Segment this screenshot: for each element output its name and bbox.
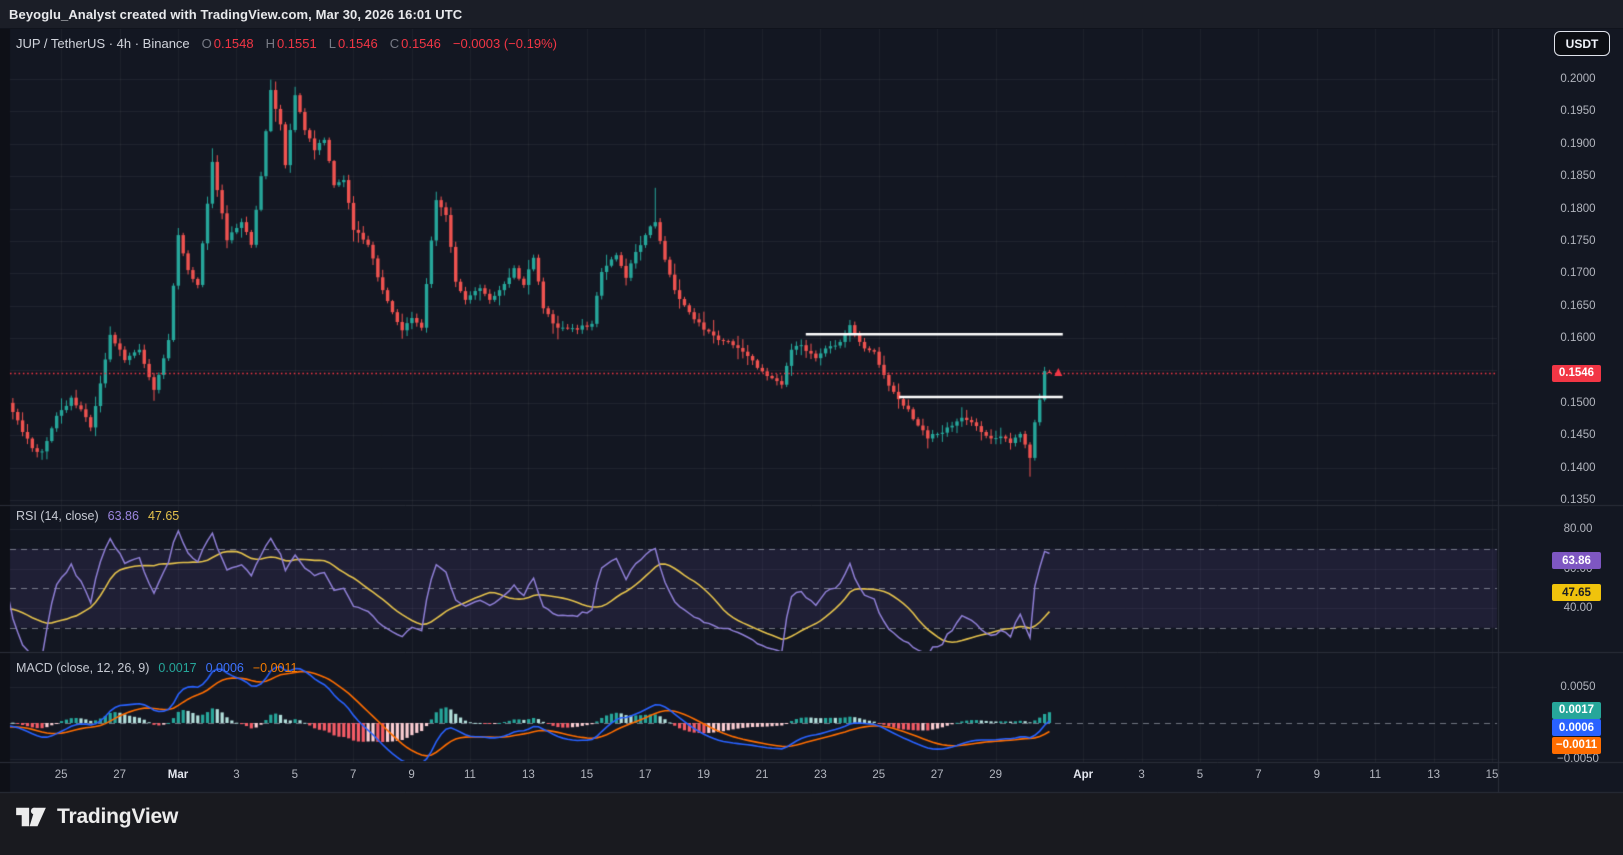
attribution-text: Beyoglu_Analyst created with TradingView… <box>9 6 463 22</box>
time-axis-label: 3 <box>233 769 240 781</box>
time-axis-label: Apr <box>1073 769 1094 781</box>
tradingview-logo[interactable]: TradingView <box>14 804 178 830</box>
macd-legend[interactable]: MACD (close, 12, 26, 9) 0.0017 0.0006 −0… <box>16 661 297 675</box>
time-axis-label: 3 <box>1138 769 1145 781</box>
time-axis-label: 29 <box>989 769 1002 781</box>
price-change: −0.0003 (−0.19%) <box>452 35 557 51</box>
rsi-ma-value: 47.65 <box>147 509 180 523</box>
time-axis-label: 15 <box>1485 769 1499 781</box>
time-axis-label: 5 <box>291 769 298 781</box>
time-axis-label: 25 <box>872 769 886 781</box>
macd-line-badge: 0.0006 <box>1552 719 1601 736</box>
price-axis-label: 0.1800 <box>1560 202 1596 215</box>
time-axis-label: 13 <box>521 769 535 781</box>
price-axis-label: 0.1350 <box>1560 493 1596 506</box>
time-axis-label: 11 <box>1369 769 1382 781</box>
time-axis-label: 13 <box>1427 769 1440 781</box>
ohlc-close: C 0.1546 <box>389 35 441 51</box>
price-axis-label: 0.2000 <box>1560 73 1596 85</box>
time-axis-label: 15 <box>580 769 594 781</box>
currency-toggle-button[interactable]: USDT <box>1554 31 1610 56</box>
price-axis-label: 0.1400 <box>1560 461 1596 474</box>
last-price-badge: 0.1546 <box>1552 364 1601 382</box>
ohlc-high: H 0.1551 <box>265 35 317 51</box>
rsi-ma-value-badge: 47.65 <box>1552 584 1601 602</box>
rsi-axis-label: 80.00 <box>1563 523 1593 535</box>
price-axis-label: 0.1700 <box>1560 267 1596 280</box>
time-axis-label: Mar <box>167 769 189 781</box>
macd-signal-value: −0.0011 <box>252 661 298 675</box>
price-axis-label: 0.1600 <box>1560 332 1596 345</box>
macd-line-value: 0.0006 <box>205 661 244 675</box>
time-axis-label: 7 <box>1255 769 1262 781</box>
rsi-legend[interactable]: RSI (14, close) 63.86 47.65 <box>16 509 179 523</box>
tradingview-logo-text: TradingView <box>57 805 179 828</box>
time-axis-label: 17 <box>638 769 652 781</box>
ohlc-low: L 0.1546 <box>328 35 378 51</box>
price-axis-label: 0.1850 <box>1560 170 1596 183</box>
price-axis-label: 0.1900 <box>1560 137 1596 150</box>
rsi-value-badge: 63.86 <box>1552 552 1601 570</box>
attribution-bar: Beyoglu_Analyst created with TradingView… <box>0 0 1623 29</box>
time-axis-label: 25 <box>54 769 68 781</box>
time-axis-label: 21 <box>755 769 769 781</box>
time-axis-label: 27 <box>930 769 944 781</box>
rsi-label[interactable]: RSI (14, close) <box>16 509 99 523</box>
macd-label[interactable]: MACD (close, 12, 26, 9) <box>16 661 150 675</box>
time-axis-label: 27 <box>113 769 126 781</box>
price-axis-label: 0.1500 <box>1560 396 1596 409</box>
macd-hist-badge: 0.0017 <box>1552 701 1601 719</box>
macd-axis-label: 0.0050 <box>1560 681 1596 693</box>
rsi-axis-label: 40.00 <box>1563 602 1593 614</box>
tradingview-logo-icon <box>16 807 46 827</box>
symbol-title[interactable]: JUP / TetherUS · 4h · Binance <box>16 35 190 51</box>
time-axis-label: 23 <box>813 769 827 781</box>
time-axis-label: 7 <box>349 769 357 781</box>
price-axis-label: 0.1450 <box>1560 429 1596 442</box>
macd-axis-label: −0.0050 <box>1557 753 1599 765</box>
ohlc-open: O 0.1548 <box>201 35 254 51</box>
time-axis-label: 11 <box>464 769 476 781</box>
price-axis-label: 0.1750 <box>1560 234 1596 247</box>
price-axis-label: 0.1950 <box>1560 105 1596 118</box>
time-axis-label: 19 <box>697 769 710 781</box>
macd-hist-value: 0.0017 <box>158 661 197 675</box>
time-axis-label: 9 <box>408 769 415 781</box>
price-axis-label: 0.1650 <box>1560 299 1596 312</box>
macd-signal-badge: −0.0011 <box>1552 736 1601 754</box>
time-axis-label: 5 <box>1196 769 1204 781</box>
time-axis-label: 9 <box>1313 769 1320 781</box>
rsi-value: 63.86 <box>107 509 139 523</box>
